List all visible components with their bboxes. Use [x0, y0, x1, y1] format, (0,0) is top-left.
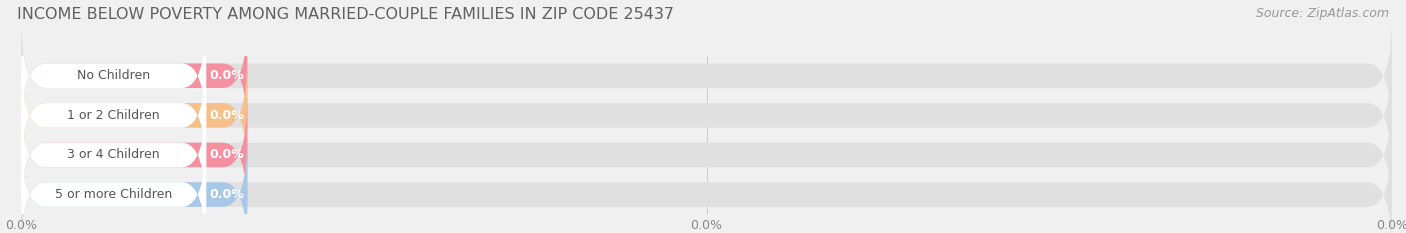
Text: 0.0%: 0.0%: [209, 109, 245, 122]
FancyBboxPatch shape: [21, 17, 1392, 135]
FancyBboxPatch shape: [21, 17, 207, 135]
FancyBboxPatch shape: [21, 56, 1392, 174]
Text: INCOME BELOW POVERTY AMONG MARRIED-COUPLE FAMILIES IN ZIP CODE 25437: INCOME BELOW POVERTY AMONG MARRIED-COUPL…: [17, 7, 673, 22]
Text: 1 or 2 Children: 1 or 2 Children: [67, 109, 160, 122]
Text: 0.0%: 0.0%: [209, 148, 245, 161]
FancyBboxPatch shape: [21, 136, 247, 233]
FancyBboxPatch shape: [21, 17, 247, 135]
FancyBboxPatch shape: [21, 136, 207, 233]
Text: 0.0%: 0.0%: [209, 69, 245, 82]
FancyBboxPatch shape: [21, 136, 207, 233]
FancyBboxPatch shape: [21, 56, 207, 174]
Text: No Children: No Children: [77, 69, 150, 82]
FancyBboxPatch shape: [21, 96, 1392, 214]
FancyBboxPatch shape: [21, 96, 207, 214]
Text: 0.0%: 0.0%: [209, 188, 245, 201]
FancyBboxPatch shape: [21, 56, 247, 174]
Text: Source: ZipAtlas.com: Source: ZipAtlas.com: [1256, 7, 1389, 20]
FancyBboxPatch shape: [21, 56, 207, 174]
FancyBboxPatch shape: [21, 136, 1392, 233]
FancyBboxPatch shape: [21, 96, 207, 214]
FancyBboxPatch shape: [21, 17, 207, 135]
Text: 5 or more Children: 5 or more Children: [55, 188, 173, 201]
Text: 3 or 4 Children: 3 or 4 Children: [67, 148, 160, 161]
FancyBboxPatch shape: [21, 96, 247, 214]
